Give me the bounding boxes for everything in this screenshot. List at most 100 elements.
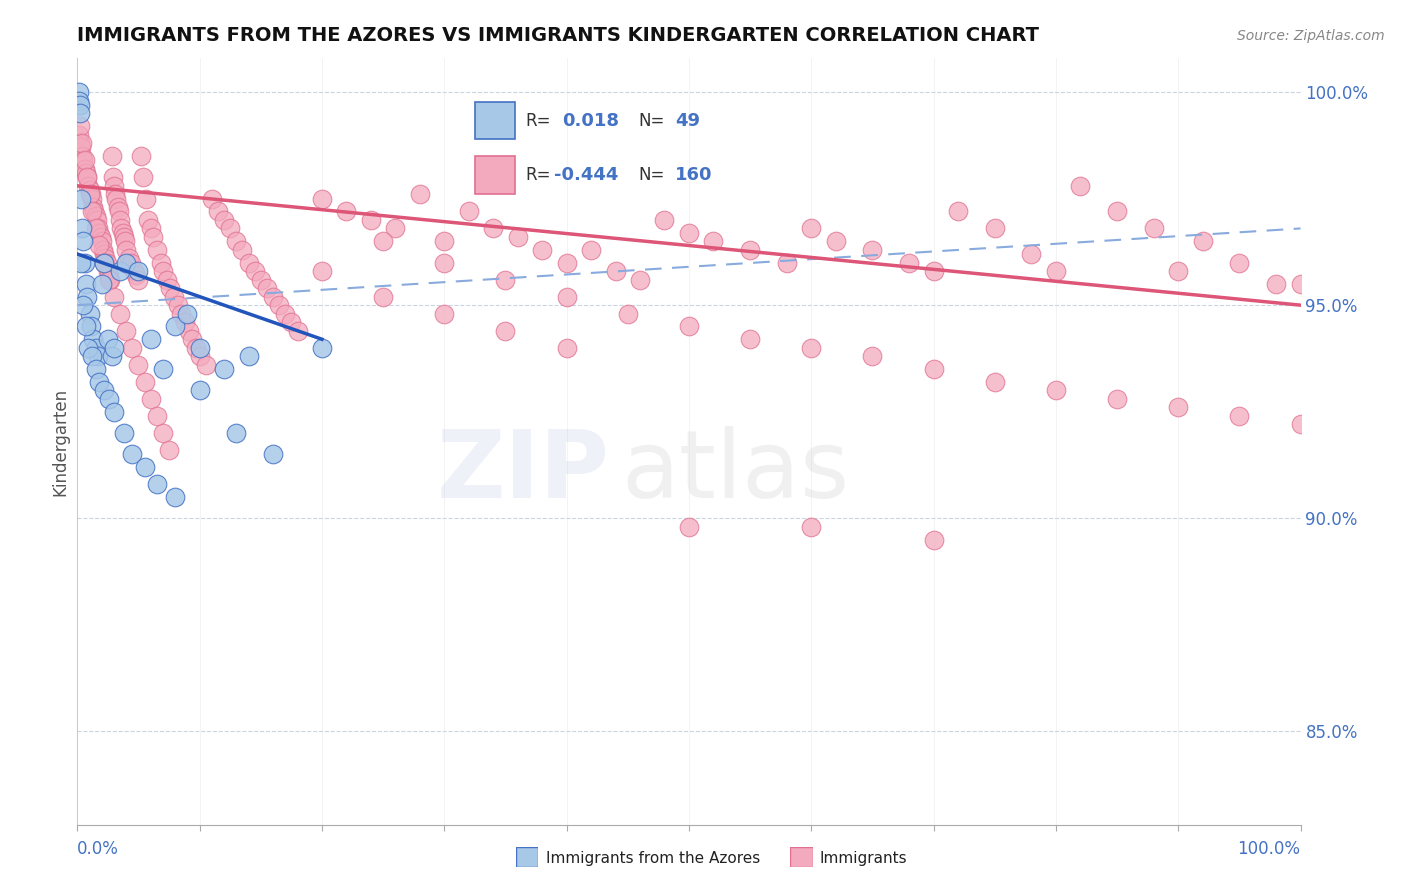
Point: [69, 98, 91, 112]
Point: [84, 341, 107, 355]
Point: [134, 460, 156, 475]
Point: [82, 332, 104, 346]
Point: [433, 307, 456, 321]
Point: [740, 243, 762, 257]
Point: [617, 307, 640, 321]
Point: [69, 136, 91, 151]
Point: [135, 192, 157, 206]
Point: [91, 243, 114, 257]
Point: [152, 425, 174, 440]
Point: [335, 204, 357, 219]
Point: [67, 94, 90, 108]
Point: [262, 290, 284, 304]
Point: [84, 221, 107, 235]
Point: [384, 221, 406, 235]
Point: [75, 277, 97, 291]
Text: 0.018: 0.018: [562, 112, 620, 129]
Point: [163, 290, 186, 304]
Point: [922, 533, 945, 547]
Point: [152, 362, 174, 376]
Point: [212, 362, 235, 376]
Point: [121, 447, 143, 461]
Point: [103, 178, 125, 193]
Point: [86, 213, 108, 227]
Point: [1229, 255, 1251, 269]
Point: [149, 255, 172, 269]
Point: [984, 221, 1007, 235]
Point: [72, 153, 94, 168]
Point: [776, 255, 799, 269]
Point: [1167, 264, 1189, 278]
Point: [98, 272, 121, 286]
Point: [69, 106, 91, 120]
Point: [93, 384, 115, 398]
Point: [1167, 401, 1189, 415]
Point: [225, 425, 247, 440]
Text: 160: 160: [675, 166, 713, 184]
Point: [107, 200, 129, 214]
Point: [79, 307, 101, 321]
Point: [97, 332, 120, 346]
Point: [862, 243, 884, 257]
Point: [72, 298, 94, 312]
Point: [311, 264, 333, 278]
Point: [360, 213, 382, 227]
Point: [100, 349, 122, 363]
Point: [579, 243, 602, 257]
Point: [127, 272, 149, 286]
Point: [118, 252, 141, 266]
Point: [800, 520, 823, 534]
Point: [112, 230, 135, 244]
Point: [70, 255, 93, 269]
Text: R=: R=: [526, 112, 551, 129]
Point: [256, 281, 278, 295]
Point: [433, 255, 456, 269]
Point: [79, 187, 101, 202]
Point: [70, 192, 93, 206]
Point: [115, 255, 138, 269]
Point: [1069, 178, 1091, 193]
Point: [177, 324, 200, 338]
Point: [97, 264, 120, 278]
Point: [678, 520, 700, 534]
Point: [70, 221, 93, 235]
Point: [108, 213, 131, 227]
Point: [103, 405, 125, 419]
Point: [80, 187, 103, 202]
Point: [90, 277, 112, 291]
Point: [605, 264, 627, 278]
Point: [311, 341, 333, 355]
Point: [170, 307, 193, 321]
Point: [93, 247, 115, 261]
Point: [98, 272, 121, 286]
Point: [174, 315, 197, 329]
Point: [678, 319, 700, 334]
Bar: [475, 102, 515, 139]
Point: [628, 272, 651, 286]
Point: [311, 192, 333, 206]
Point: [371, 290, 394, 304]
Point: [70, 149, 93, 163]
Point: [188, 349, 211, 363]
Point: [740, 332, 762, 346]
Point: [1045, 384, 1067, 398]
Point: [77, 341, 100, 355]
Point: [90, 230, 112, 244]
Point: [110, 221, 132, 235]
Point: [73, 153, 96, 168]
Point: [555, 255, 578, 269]
Point: [181, 332, 204, 346]
Point: [100, 149, 122, 163]
Point: [82, 200, 104, 214]
Text: N=: N=: [638, 166, 665, 184]
Point: [72, 234, 94, 248]
Point: [96, 255, 118, 269]
Point: [73, 255, 96, 269]
Text: IMMIGRANTS FROM THE AZORES VS IMMIGRANTS KINDERGARTEN CORRELATION CHART: IMMIGRANTS FROM THE AZORES VS IMMIGRANTS…: [77, 26, 1039, 45]
Point: [1045, 264, 1067, 278]
Point: [80, 192, 103, 206]
Point: [87, 221, 110, 235]
Point: [69, 119, 91, 133]
Y-axis label: Kindergarten: Kindergarten: [51, 387, 69, 496]
Point: [89, 375, 111, 389]
